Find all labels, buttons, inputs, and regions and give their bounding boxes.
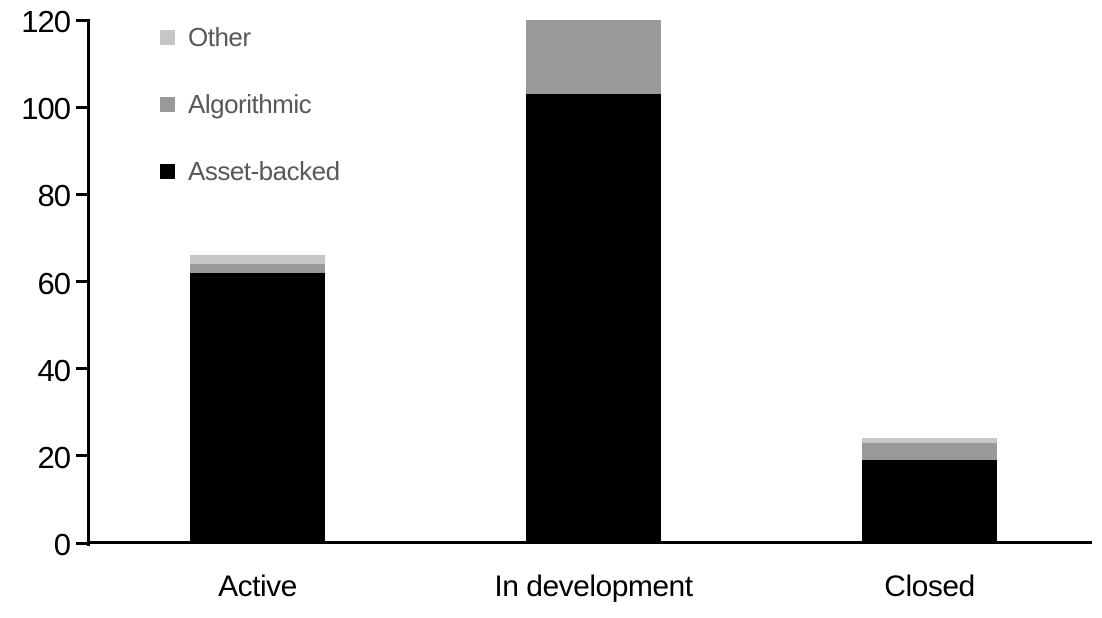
y-axis-tick-label: 100 [21,91,71,127]
y-axis-tick-label: 40 [37,352,71,388]
y-axis-tick-label: 0 [53,527,71,562]
bar-segment-algorithmic-closed [862,442,997,461]
y-axis-tick [76,18,89,22]
y-axis-tick-label: 80 [37,178,71,214]
y-axis-tick-label: 20 [37,439,71,475]
bar-segment-other-closed [862,438,997,443]
x-axis-category-label: Closed [884,570,975,603]
legend-swatch-asset-backed [160,164,175,179]
legend-swatch-other [160,30,175,45]
bar-segment-other-active [190,255,325,265]
bar-segment-asset-backed-in-development [526,94,661,543]
bar-segment-asset-backed-closed [862,460,997,543]
y-axis-tick-label: 120 [21,4,71,39]
y-axis-tick [76,192,89,196]
y-axis-tick [76,454,89,458]
x-axis-category-label: Active [218,570,297,603]
legend-label: Asset-backed [188,156,340,186]
y-axis-tick-label: 60 [37,265,71,301]
y-axis-tick [76,367,89,371]
bar-segment-algorithmic-in-development [526,20,661,95]
x-axis-category-label: In development [494,570,693,603]
bar-segment-asset-backed-active [190,272,325,543]
legend-swatch-algorithmic [160,97,175,112]
y-axis-tick [76,280,89,283]
legend-label: Other [188,22,251,52]
bar-segment-algorithmic-active [190,264,325,273]
y-axis-tick [76,105,89,109]
legend-label: Algorithmic [188,89,312,119]
y-axis-tick [76,541,89,545]
